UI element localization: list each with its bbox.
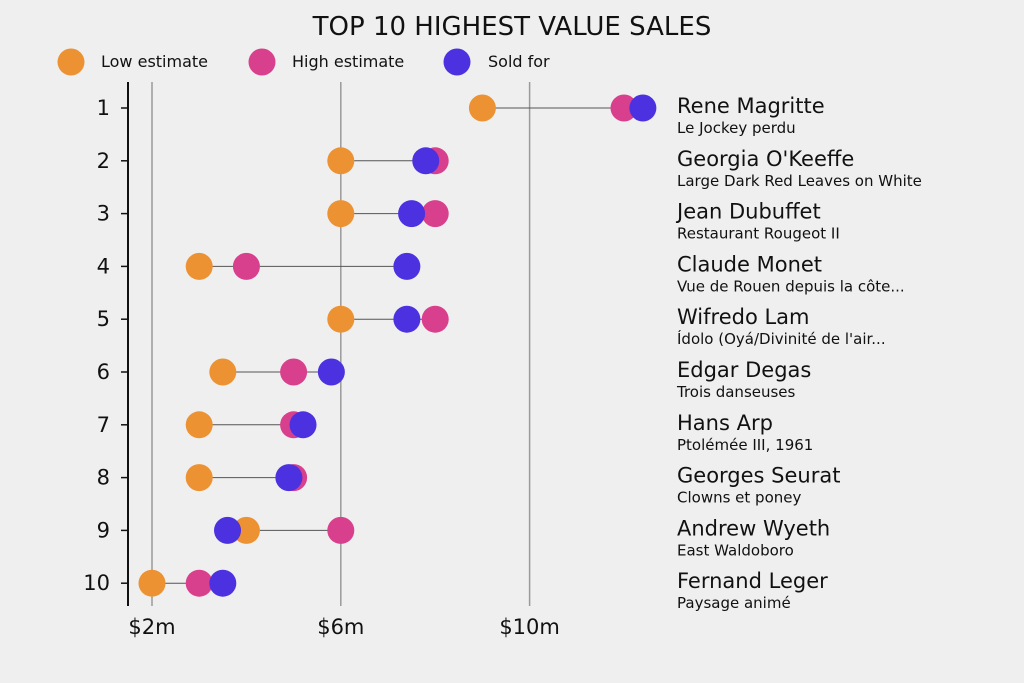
- point-low: [185, 411, 213, 439]
- point-sold: [289, 411, 317, 439]
- legend-label-high: High estimate: [292, 52, 404, 71]
- rank-label: 5: [97, 307, 110, 331]
- x-tick-label: $2m: [128, 615, 175, 639]
- legend-marker-low: [57, 48, 85, 76]
- legend-marker-sold: [443, 48, 471, 76]
- rank-label: 6: [97, 360, 110, 384]
- artist-name: Wifredo Lam: [677, 305, 810, 329]
- rank-label: 1: [97, 96, 110, 120]
- artwork-title: Paysage animé: [677, 594, 791, 612]
- point-high: [280, 358, 308, 386]
- point-sold: [393, 305, 421, 333]
- point-low: [327, 147, 355, 175]
- point-low: [327, 305, 355, 333]
- rank-label: 7: [97, 413, 110, 437]
- point-sold: [214, 516, 242, 544]
- x-tick-label: $6m: [317, 615, 364, 639]
- point-sold: [317, 358, 345, 386]
- point-low: [468, 94, 496, 122]
- x-tick-label: $10m: [499, 615, 560, 639]
- point-low: [209, 358, 237, 386]
- artwork-title: Trois danseuses: [676, 383, 796, 401]
- artist-name: Andrew Wyeth: [677, 516, 830, 540]
- chart-title: TOP 10 HIGHEST VALUE SALES: [312, 12, 712, 42]
- artwork-title: East Waldoboro: [677, 541, 794, 559]
- point-high: [185, 569, 213, 597]
- point-sold: [412, 147, 440, 175]
- artwork-title: Large Dark Red Leaves on White: [677, 172, 922, 190]
- point-sold: [275, 464, 303, 492]
- artwork-title: Vue de Rouen depuis la côte...: [677, 277, 905, 295]
- data-points: [138, 94, 657, 597]
- point-sold: [393, 252, 421, 280]
- legend: Low estimate High estimate Sold for: [57, 48, 550, 76]
- point-sold: [398, 200, 426, 228]
- point-low: [185, 252, 213, 280]
- rank-label: 4: [97, 254, 110, 278]
- artwork-title: Restaurant Rougeot II: [677, 225, 840, 243]
- artwork-title: Ídolo (Oyá/Divinité de l'air...: [677, 329, 886, 348]
- point-low: [232, 516, 260, 544]
- artist-name: Edgar Degas: [677, 358, 811, 382]
- artist-name: Jean Dubuffet: [675, 200, 821, 224]
- point-sold: [209, 569, 237, 597]
- artwork-title: Le Jockey perdu: [677, 119, 796, 137]
- artist-name: Hans Arp: [677, 411, 773, 435]
- rank-label: 3: [97, 202, 110, 226]
- artist-name: Rene Magritte: [677, 94, 825, 118]
- artwork-title: Clowns et poney: [677, 489, 801, 507]
- rank-label: 2: [97, 149, 110, 173]
- artist-name: Fernand Leger: [677, 569, 828, 593]
- rank-label: 8: [97, 466, 110, 490]
- point-low: [138, 569, 166, 597]
- artwork-title: Ptolémée III, 1961: [677, 436, 813, 454]
- legend-label-sold: Sold for: [488, 52, 550, 71]
- point-high: [421, 200, 449, 228]
- rank-label: 9: [97, 518, 110, 542]
- connector-lines: [152, 107, 643, 584]
- artist-name: Claude Monet: [677, 252, 822, 276]
- point-high: [327, 516, 355, 544]
- artist-name: Georgia O'Keeffe: [677, 147, 854, 171]
- legend-marker-high: [248, 48, 276, 76]
- rank-label: 10: [83, 571, 110, 595]
- point-high: [232, 252, 260, 280]
- point-high: [421, 305, 449, 333]
- axes: $2m $6m $10m 1 2 3 4 5 6 7 8 9 10: [83, 82, 560, 639]
- point-sold: [629, 94, 657, 122]
- point-low: [327, 200, 355, 228]
- point-low: [185, 464, 213, 492]
- point-high: [610, 94, 638, 122]
- legend-label-low: Low estimate: [101, 52, 208, 71]
- artist-name: Georges Seurat: [677, 464, 840, 488]
